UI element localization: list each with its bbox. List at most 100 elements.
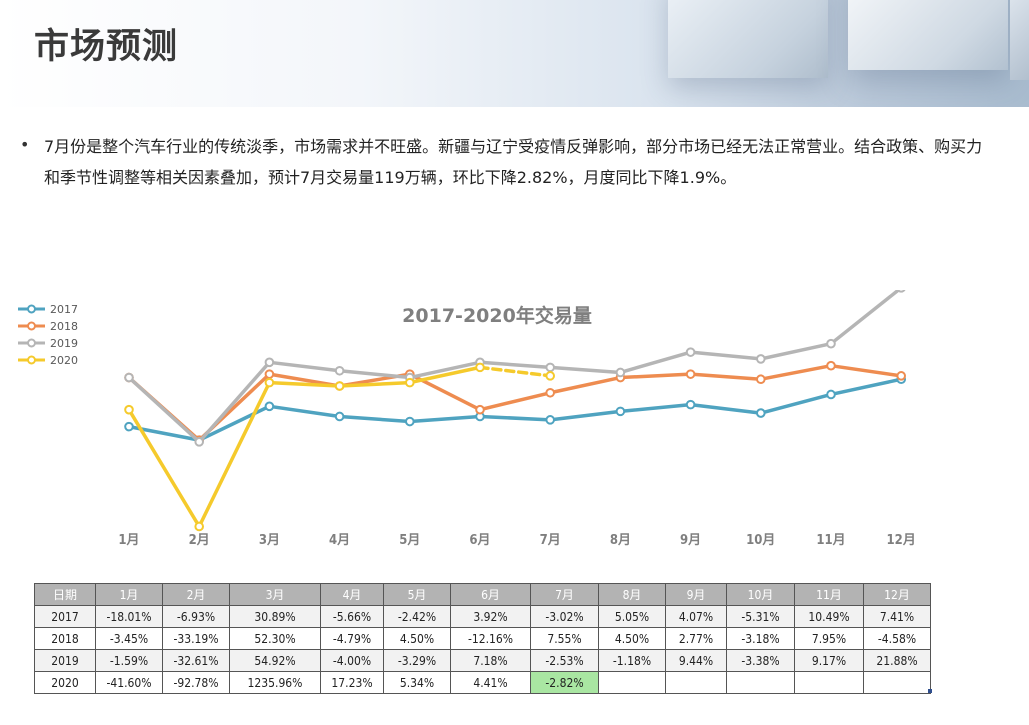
legend-label-2017: 2017: [50, 303, 78, 316]
table-cell: 7.41%: [863, 605, 931, 628]
series-segment-2019: [478, 360, 552, 370]
table-header-cell: 2月: [162, 583, 230, 606]
table-cell: -5.66%: [320, 605, 384, 628]
chart-title: 2017-2020年交易量: [402, 304, 592, 327]
bullet-dot-icon: •: [20, 135, 30, 154]
table-header-cell: 9月: [665, 583, 727, 606]
table-row: 2018 -3.45% -33.19% 52.30% -4.79% 4.50% -12.16…: [34, 627, 931, 650]
data-point-2019-10月: [756, 354, 766, 364]
data-point-2019-2月: [194, 437, 204, 447]
data-table: 日期 1月 2月 3月 4月 5月 6月 7月 8月 9月 10月 11月 12月 2017 -18.01…: [34, 583, 931, 694]
data-point-2018-11月: [826, 360, 836, 371]
series-segment-2017: [759, 392, 833, 415]
series-segment-2017: [548, 409, 623, 422]
table-cell: 4.41%: [450, 671, 531, 694]
table-cell: 4.50%: [383, 627, 451, 650]
table-header-cell: 1月: [95, 583, 163, 606]
table-cell: 9.44%: [665, 649, 727, 672]
series-segment-2018: [688, 372, 763, 381]
table-cell: [794, 671, 864, 694]
x-tick-label: 12月: [887, 533, 916, 548]
legend-label-2020: 2020: [50, 354, 78, 367]
data-point-2019-11月: [826, 338, 836, 349]
x-tick-label: 9月: [680, 533, 701, 548]
table-cell: -41.60%: [95, 671, 163, 694]
x-tick-label: 2月: [189, 533, 210, 548]
table-cell: [598, 671, 666, 694]
table-cell: -12.16%: [450, 627, 531, 650]
data-point-2017-5月: [405, 416, 415, 427]
legend-marker-2018: [27, 321, 36, 331]
table-row-year: 2017: [34, 605, 96, 628]
data-point-2020-6月: [475, 362, 485, 373]
table-row-year: 2019: [34, 649, 96, 672]
series-segment-2017: [337, 414, 412, 424]
table-cell: 52.30%: [229, 627, 321, 650]
data-point-2020-1月: [124, 404, 134, 415]
series-segment-2019: [267, 360, 342, 373]
table-cell: -2.82%: [530, 671, 599, 694]
decorative-cube: [668, 0, 828, 78]
table-cell: 4.07%: [665, 605, 727, 628]
page-title: 市场预测: [34, 27, 179, 67]
table-cell: -2.42%: [383, 605, 451, 628]
series-segment-2018: [618, 372, 693, 380]
series-segment-2019: [618, 350, 693, 375]
series-segment-2018: [548, 375, 623, 395]
legend-marker-2019: [27, 338, 36, 348]
table-cell: 7.95%: [794, 627, 864, 650]
series-segment-2017: [829, 377, 903, 397]
series-segment-2020: [408, 365, 482, 385]
line-chart: 2017-2020年交易量 2017 2018 2019 2020 1月 2月 3月 4月 5月 6…: [18, 290, 916, 548]
table-cell: -92.78%: [162, 671, 230, 694]
table-header-cell: 4月: [320, 583, 384, 606]
data-point-2019-9月: [685, 347, 696, 357]
table-cell: -4.00%: [320, 649, 384, 672]
data-point-2020-7月: [545, 371, 556, 381]
table-cell: [665, 671, 727, 694]
table-header-cell: 日期: [34, 583, 96, 606]
data-point-2018-12月: [896, 371, 907, 381]
table-header-cell: 12月: [863, 583, 931, 606]
series-segment-2019: [759, 341, 833, 361]
x-tick-label: 4月: [329, 533, 350, 548]
table-cell: -33.19%: [162, 627, 230, 650]
series-segment-2020: [127, 407, 201, 529]
bullet-text: 7月份是整个汽车行业的传统淡季，市场需求并不旺盛。新疆与辽宁受疫情反弹影响，部分…: [44, 137, 983, 187]
series-segment-2020: [267, 380, 342, 388]
x-tick-label: 3月: [259, 533, 280, 548]
data-point-2020-5月: [405, 377, 415, 388]
table-cell: -6.93%: [162, 605, 230, 628]
x-tick-label: 8月: [610, 533, 631, 548]
x-tick-label: 6月: [469, 533, 490, 548]
decorative-cube: [848, 0, 1008, 70]
table-cell: -5.31%: [726, 605, 795, 628]
table-cell: -3.45%: [95, 627, 163, 650]
table-cell: 7.18%: [450, 649, 531, 672]
data-point-2017-7月: [545, 415, 556, 425]
table-cell: 10.49%: [794, 605, 864, 628]
data-point-2020-3月: [264, 377, 275, 388]
x-tick-label: 1月: [118, 533, 139, 548]
table-cell: -2.53%: [530, 649, 599, 672]
data-point-2018-6月: [475, 404, 485, 415]
series-segment-2017: [618, 402, 693, 414]
table-cell: 3.92%: [450, 605, 531, 628]
data-point-2018-7月: [545, 387, 556, 398]
data-point-2017-10月: [756, 408, 766, 418]
data-point-2019-7月: [545, 362, 556, 373]
table-cell: 7.55%: [530, 627, 599, 650]
data-point-2017-9月: [685, 399, 696, 410]
data-point-2019-3月: [264, 357, 275, 368]
series-segment-2018: [759, 363, 833, 381]
table-cell: 21.88%: [863, 649, 931, 672]
decorative-cube: [1010, 0, 1029, 80]
series-segment-2018: [829, 363, 903, 378]
data-point-2017-3月: [264, 401, 275, 412]
table-cell: 5.05%: [598, 605, 666, 628]
series-segment-2019: [688, 350, 763, 361]
data-point-2019-4月: [334, 365, 345, 376]
table-header-cell: 7月: [530, 583, 599, 606]
table-row: 2019 -1.59% -32.61% 54.92% -4.00% -3.29% 7.18%…: [34, 649, 931, 672]
table-header-cell: 8月: [598, 583, 666, 606]
